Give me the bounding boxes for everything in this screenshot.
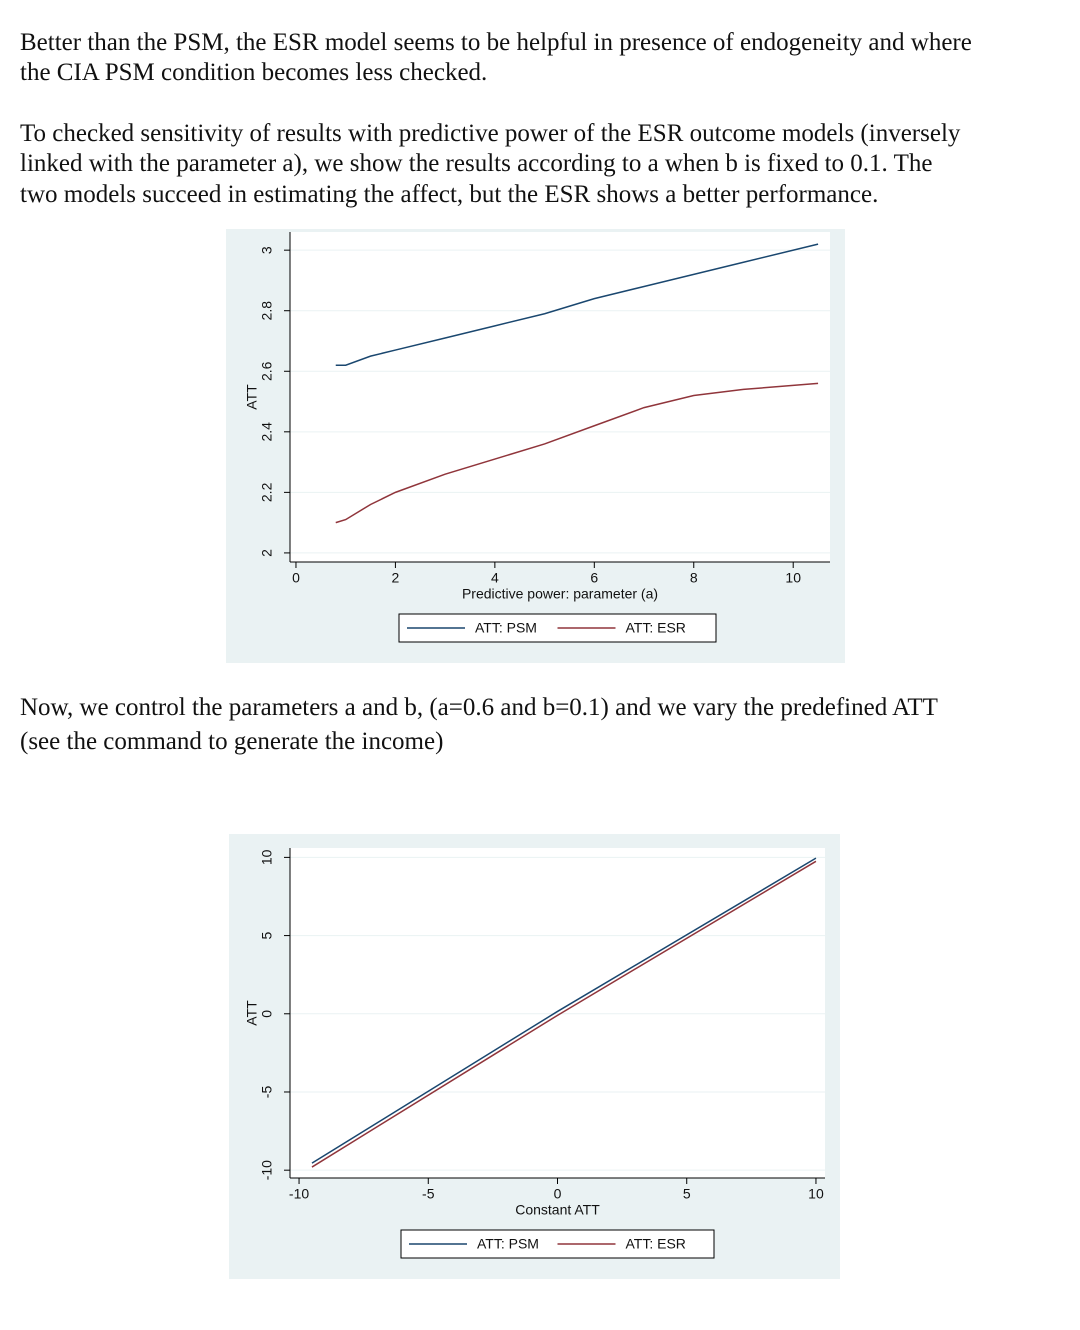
x-tick-label: 10: [808, 1186, 824, 1202]
x-tick-label: 4: [491, 570, 499, 586]
paragraph-line: (see the command to generate the income): [20, 728, 443, 755]
x-tick-label: 2: [392, 570, 400, 586]
y-axis-label: ATT: [244, 1000, 260, 1026]
data-line: [335, 243, 819, 366]
legend-label: ATT: ESR: [626, 1236, 686, 1252]
plot-area: [290, 232, 830, 562]
y-tick-label: 2.6: [259, 361, 275, 381]
legend-label: ATT: ESR: [626, 620, 686, 636]
y-tick-label: 2.4: [259, 422, 275, 442]
y-tick-label: 0: [259, 1010, 275, 1018]
y-tick-label: 2.8: [259, 301, 275, 321]
x-axis-label: Predictive power: parameter (a): [462, 586, 658, 602]
x-tick-label: 6: [590, 570, 598, 586]
y-tick-label: 10: [259, 849, 275, 865]
data-line: [311, 857, 817, 1164]
y-tick-label: 5: [259, 931, 275, 939]
y-axis-label: ATT: [244, 384, 260, 410]
y-tick-label: 3: [259, 246, 275, 254]
paragraph-line: two models succeed in estimating the aff…: [20, 181, 878, 208]
x-axis-label: Constant ATT: [515, 1202, 600, 1218]
paragraph-line: Now, we control the parameters a and b, …: [20, 694, 938, 721]
y-tick-label: -5: [259, 1086, 275, 1099]
legend-label: ATT: PSM: [475, 620, 537, 636]
y-tick-label: 2: [259, 549, 275, 557]
x-tick-label: 0: [554, 1186, 562, 1202]
paragraph-line: the CIA PSM condition becomes less check…: [20, 59, 487, 86]
x-tick-label: 5: [683, 1186, 691, 1202]
x-tick-label: 0: [292, 570, 300, 586]
y-tick-label: 2.2: [259, 482, 275, 502]
paragraph-line: linked with the parameter a), we show th…: [20, 150, 932, 177]
y-tick-label: -10: [259, 1160, 275, 1180]
x-tick-label: -10: [289, 1186, 309, 1202]
legend-label: ATT: PSM: [477, 1236, 539, 1252]
data-line: [335, 382, 819, 524]
data-line: [311, 860, 817, 1168]
x-tick-label: -5: [422, 1186, 435, 1202]
x-tick-label: 10: [785, 570, 801, 586]
paragraph-line: Better than the PSM, the ESR model seems…: [20, 29, 972, 56]
paragraph-line: To checked sensitivity of results with p…: [20, 120, 961, 147]
x-tick-label: 8: [690, 570, 698, 586]
plot-area: [290, 848, 825, 1178]
